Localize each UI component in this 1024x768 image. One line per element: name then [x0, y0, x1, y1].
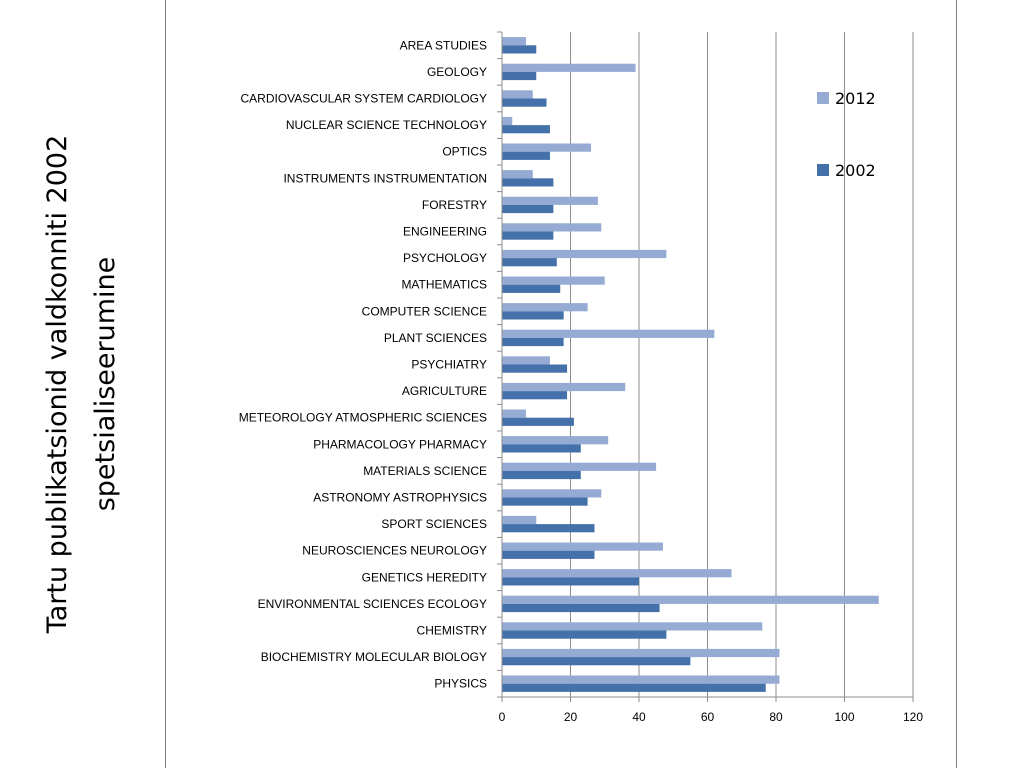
category-label: COMPUTER SCIENCE [362, 304, 487, 318]
bar-2002 [502, 125, 550, 134]
category-label: AGRICULTURE [402, 384, 487, 398]
tick-labels: 0 20 40 60 80 100 120 [499, 710, 924, 724]
category-label: SPORT SCIENCES [381, 517, 487, 531]
bar-2012 [502, 143, 592, 152]
bar-2002 [502, 444, 581, 453]
bar-2012 [502, 489, 602, 498]
bar-2012 [502, 196, 598, 205]
bar-2012 [502, 462, 657, 471]
bar-2002 [502, 45, 537, 54]
bar-2002 [502, 391, 568, 400]
category-label: PHYSICS [434, 677, 487, 691]
category-label: MATERIALS SCIENCE [363, 464, 487, 478]
bar-2002 [502, 98, 547, 107]
category-label: CARDIOVASCULAR SYSTEM CARDIOLOGY [241, 92, 488, 106]
category-label: OPTICS [442, 145, 487, 159]
bar-2002 [502, 497, 588, 506]
category-label: MATHEMATICS [401, 278, 487, 292]
category-label: METEOROLOGY ATMOSPHERIC SCIENCES [239, 411, 487, 425]
bar-2002 [502, 178, 554, 187]
legend-swatch-2012 [817, 92, 829, 104]
bar-2012 [502, 63, 636, 72]
category-label: ENVIRONMENTAL SCIENCES ECOLOGY [258, 597, 487, 611]
chart-gridlines [570, 32, 914, 697]
bar-2002 [502, 683, 766, 692]
x-tick-label: 80 [769, 710, 783, 724]
category-label: ASTRONOMY ASTROPHYSICS [313, 491, 487, 505]
bar-2002 [502, 417, 574, 426]
bar-2002 [502, 524, 595, 533]
bar-2012 [502, 37, 526, 46]
bar-2012 [502, 170, 533, 179]
bar-2002 [502, 231, 554, 240]
category-label: PSYCHIATRY [411, 358, 487, 372]
category-label: PLANT SCIENCES [384, 331, 487, 345]
chart-legend: 2012 2002 [817, 89, 876, 180]
category-label: NEUROSCIENCES NEUROLOGY [302, 544, 487, 558]
category-label: PSYCHOLOGY [403, 251, 487, 265]
category-label: CHEMISTRY [417, 624, 487, 638]
bar-2002 [502, 204, 554, 214]
bar-2002 [502, 577, 639, 586]
bar-2012 [502, 303, 588, 312]
bar-2012 [502, 249, 667, 259]
bar-2002 [502, 603, 660, 613]
x-tick-label: 120 [903, 710, 923, 724]
bar-2012 [502, 382, 626, 392]
category-label: GEOLOGY [427, 65, 487, 79]
bar-2012 [502, 622, 763, 631]
bar-2012 [502, 436, 609, 445]
x-tick-label: 60 [701, 710, 715, 724]
category-label: PHARMACOLOGY PHARMACY [313, 437, 487, 451]
bar-2002 [502, 364, 568, 373]
bar-2002 [502, 657, 691, 666]
frame-line-left [165, 0, 166, 768]
bar-2012 [502, 116, 513, 126]
legend-label-2012: 2012 [835, 89, 876, 108]
category-label: NUCLEAR SCIENCE TECHNOLOGY [286, 118, 487, 132]
bar-2002 [502, 71, 537, 81]
category-label: AREA STUDIES [400, 38, 487, 52]
category-labels: AREA STUDIES GEOLOGY CARDIOVASCULAR SYSTEM… [239, 38, 487, 690]
x-tick-label: 20 [564, 710, 578, 724]
bar-2012 [502, 542, 663, 551]
bar-2002 [502, 284, 561, 293]
bar-2012 [502, 409, 526, 418]
x-tick-label: 40 [632, 710, 646, 724]
legend-label-2002: 2002 [835, 161, 876, 180]
category-label: BIOCHEMISTRY MOLECULAR BIOLOGY [261, 650, 487, 664]
x-tick-label: 100 [834, 710, 854, 724]
bar-2002 [502, 151, 550, 160]
chart-bars [502, 37, 879, 692]
category-label: GENETICS HEREDITY [362, 570, 487, 584]
category-label: ENGINEERING [403, 225, 487, 239]
bar-2012 [502, 569, 732, 578]
chart-axis [497, 31, 914, 702]
bar-2012 [502, 356, 550, 365]
bar-2002 [502, 258, 557, 267]
legend-swatch-2002 [817, 164, 829, 176]
bar-2012 [502, 223, 602, 232]
bar-2002 [502, 550, 595, 559]
bar-2002 [502, 470, 581, 480]
category-label: FORESTRY [422, 198, 487, 212]
bar-2012 [502, 595, 879, 604]
bar-2012 [502, 276, 605, 285]
bar-2002 [502, 311, 564, 320]
frame-line-right [956, 0, 957, 768]
bar-2012 [502, 329, 715, 338]
x-tick-label: 0 [499, 710, 506, 724]
bar-2012 [502, 675, 780, 684]
bar-2012 [502, 515, 537, 525]
bar-2012 [502, 90, 533, 99]
category-label: INSTRUMENTS INSTRUMENTATION [283, 171, 487, 185]
bar-2012 [502, 648, 780, 658]
bar-2002 [502, 630, 667, 639]
bar-2002 [502, 337, 564, 347]
